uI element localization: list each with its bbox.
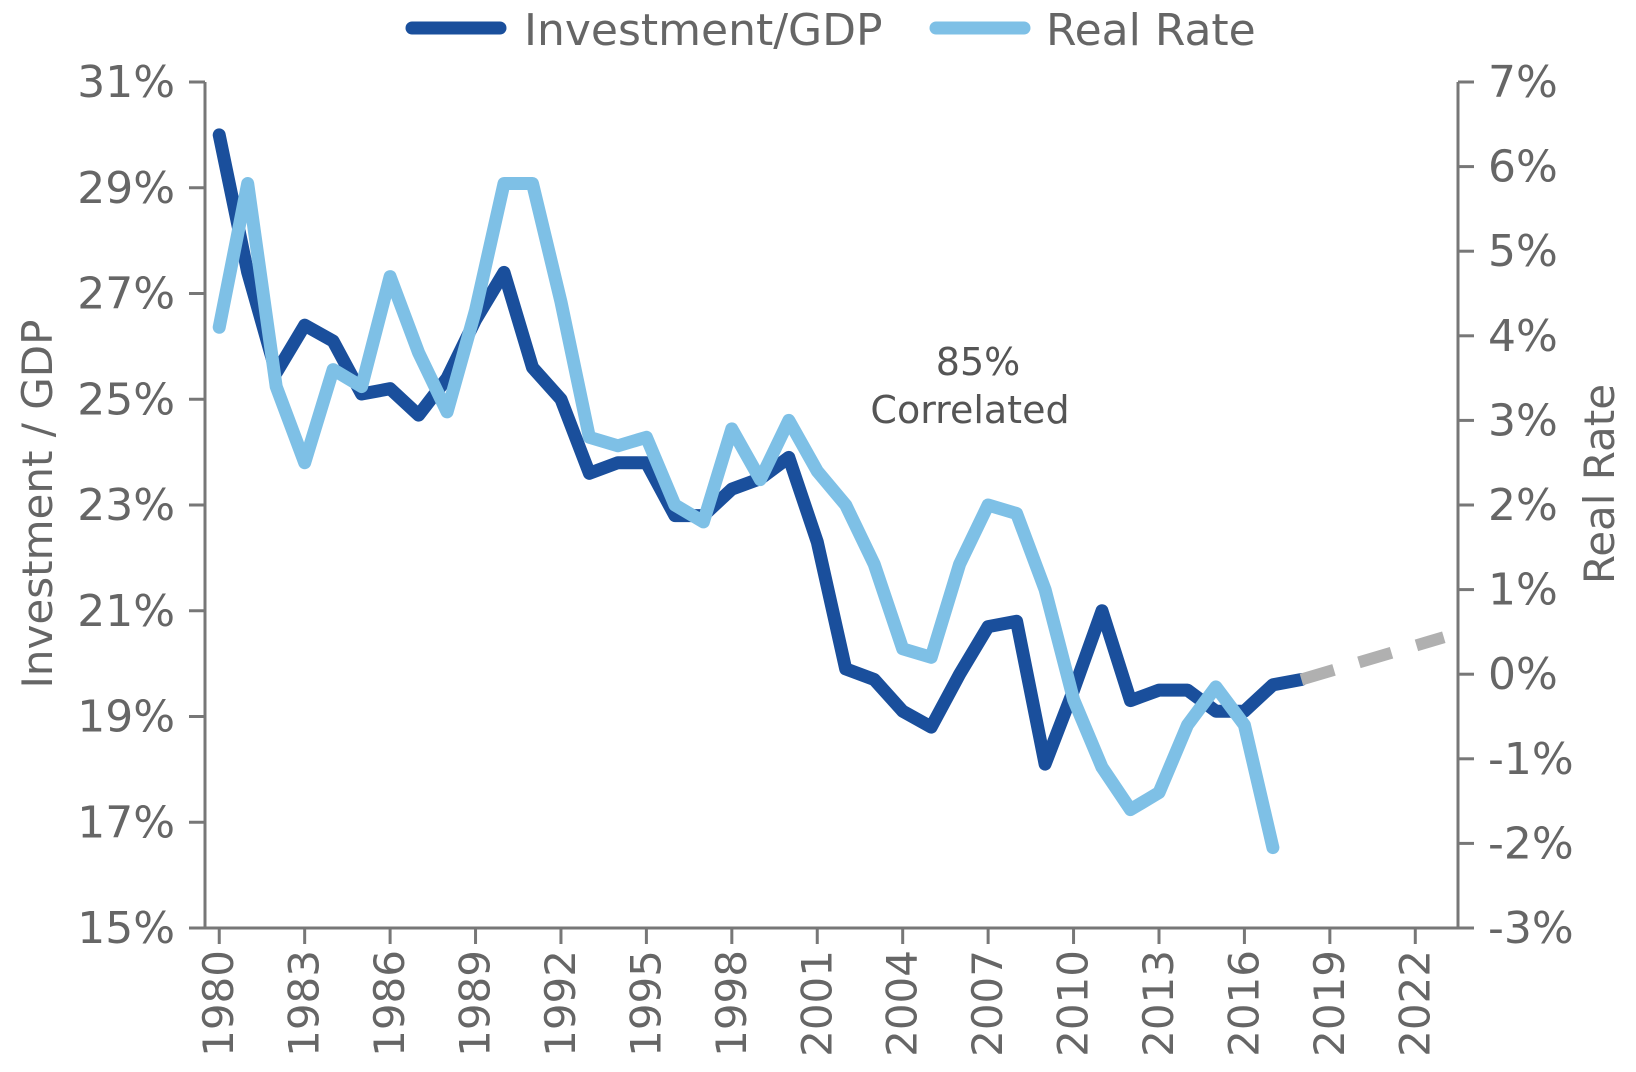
x-tick-label: 2004 [878, 950, 927, 1057]
x-tick-label: 1998 [707, 950, 756, 1057]
axes [203, 82, 1460, 930]
y-right-tick-label: -3% [1488, 903, 1574, 954]
x-tick-label: 1989 [451, 950, 500, 1057]
x-tick-label: 1983 [280, 950, 329, 1057]
x-tick-label: 2019 [1305, 950, 1354, 1057]
y-right-tick-label: -2% [1488, 818, 1574, 869]
y-right-tick-label: 1% [1488, 565, 1558, 616]
y-right-tick-label: 5% [1488, 226, 1558, 277]
y-right-tick-label: 0% [1488, 649, 1558, 700]
y-axis-left-title: Investment / GDP [13, 320, 62, 689]
y-axis-right-title: Real Rate [1575, 384, 1624, 584]
x-tick-label: 2007 [963, 950, 1012, 1057]
x-tick-label: 1980 [194, 950, 243, 1057]
y-right-tick-label: 2% [1488, 480, 1558, 531]
y-right-tick-label: 7% [1488, 57, 1558, 108]
y-right-tick-label: 6% [1488, 142, 1558, 193]
x-tick-label: 2010 [1049, 950, 1098, 1057]
x-tick-label: 1995 [621, 950, 670, 1057]
correlation-annotation: 85% Correlated [870, 340, 1069, 432]
y-left-tick-label: 25% [77, 374, 175, 425]
y-left-tick-label: 27% [77, 269, 175, 320]
y-left-tick-label: 23% [77, 480, 175, 531]
x-tick-label: 1986 [365, 950, 414, 1057]
x-tick-label: 2016 [1219, 950, 1268, 1057]
x-tick-label: 2001 [792, 950, 841, 1057]
series-line-0 [212, 128, 1308, 771]
y-left-tick-label: 31% [77, 57, 175, 108]
y-left-tick-label: 17% [77, 797, 175, 848]
ticks: 15% 17% 19% 21% 23% 25% 27% 29% 31% -3% -2% -1% 0% 1%… [77, 57, 1573, 1057]
annotation-line-2: Correlated [870, 388, 1069, 432]
y-left-tick-label: 21% [77, 586, 175, 637]
y-left-tick-label: 29% [77, 163, 175, 214]
y-left-tick-label: 19% [77, 692, 175, 743]
legend-label-investment: Investment/GDP [524, 5, 883, 56]
annotation-line-1: 85% [936, 340, 1020, 384]
y-right-tick-label: 4% [1488, 311, 1558, 362]
legend-label-real-rate: Real Rate [1046, 5, 1256, 56]
y-right-tick-label: 3% [1488, 395, 1558, 446]
x-tick-label: 1992 [536, 950, 585, 1057]
y-right-tick-label: -1% [1488, 734, 1574, 785]
legend: Investment/GDP Real Rate [405, 5, 1256, 56]
y-left-tick-label: 15% [77, 903, 175, 954]
x-tick-label: 2022 [1390, 950, 1439, 1057]
plot-area [212, 128, 1446, 855]
series-line-1 [212, 177, 1280, 855]
series-line-2 [1299, 631, 1446, 686]
x-tick-label: 2013 [1134, 950, 1183, 1057]
